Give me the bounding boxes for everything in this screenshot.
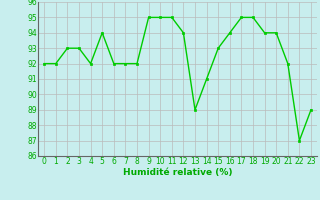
X-axis label: Humidité relative (%): Humidité relative (%) <box>123 168 232 177</box>
